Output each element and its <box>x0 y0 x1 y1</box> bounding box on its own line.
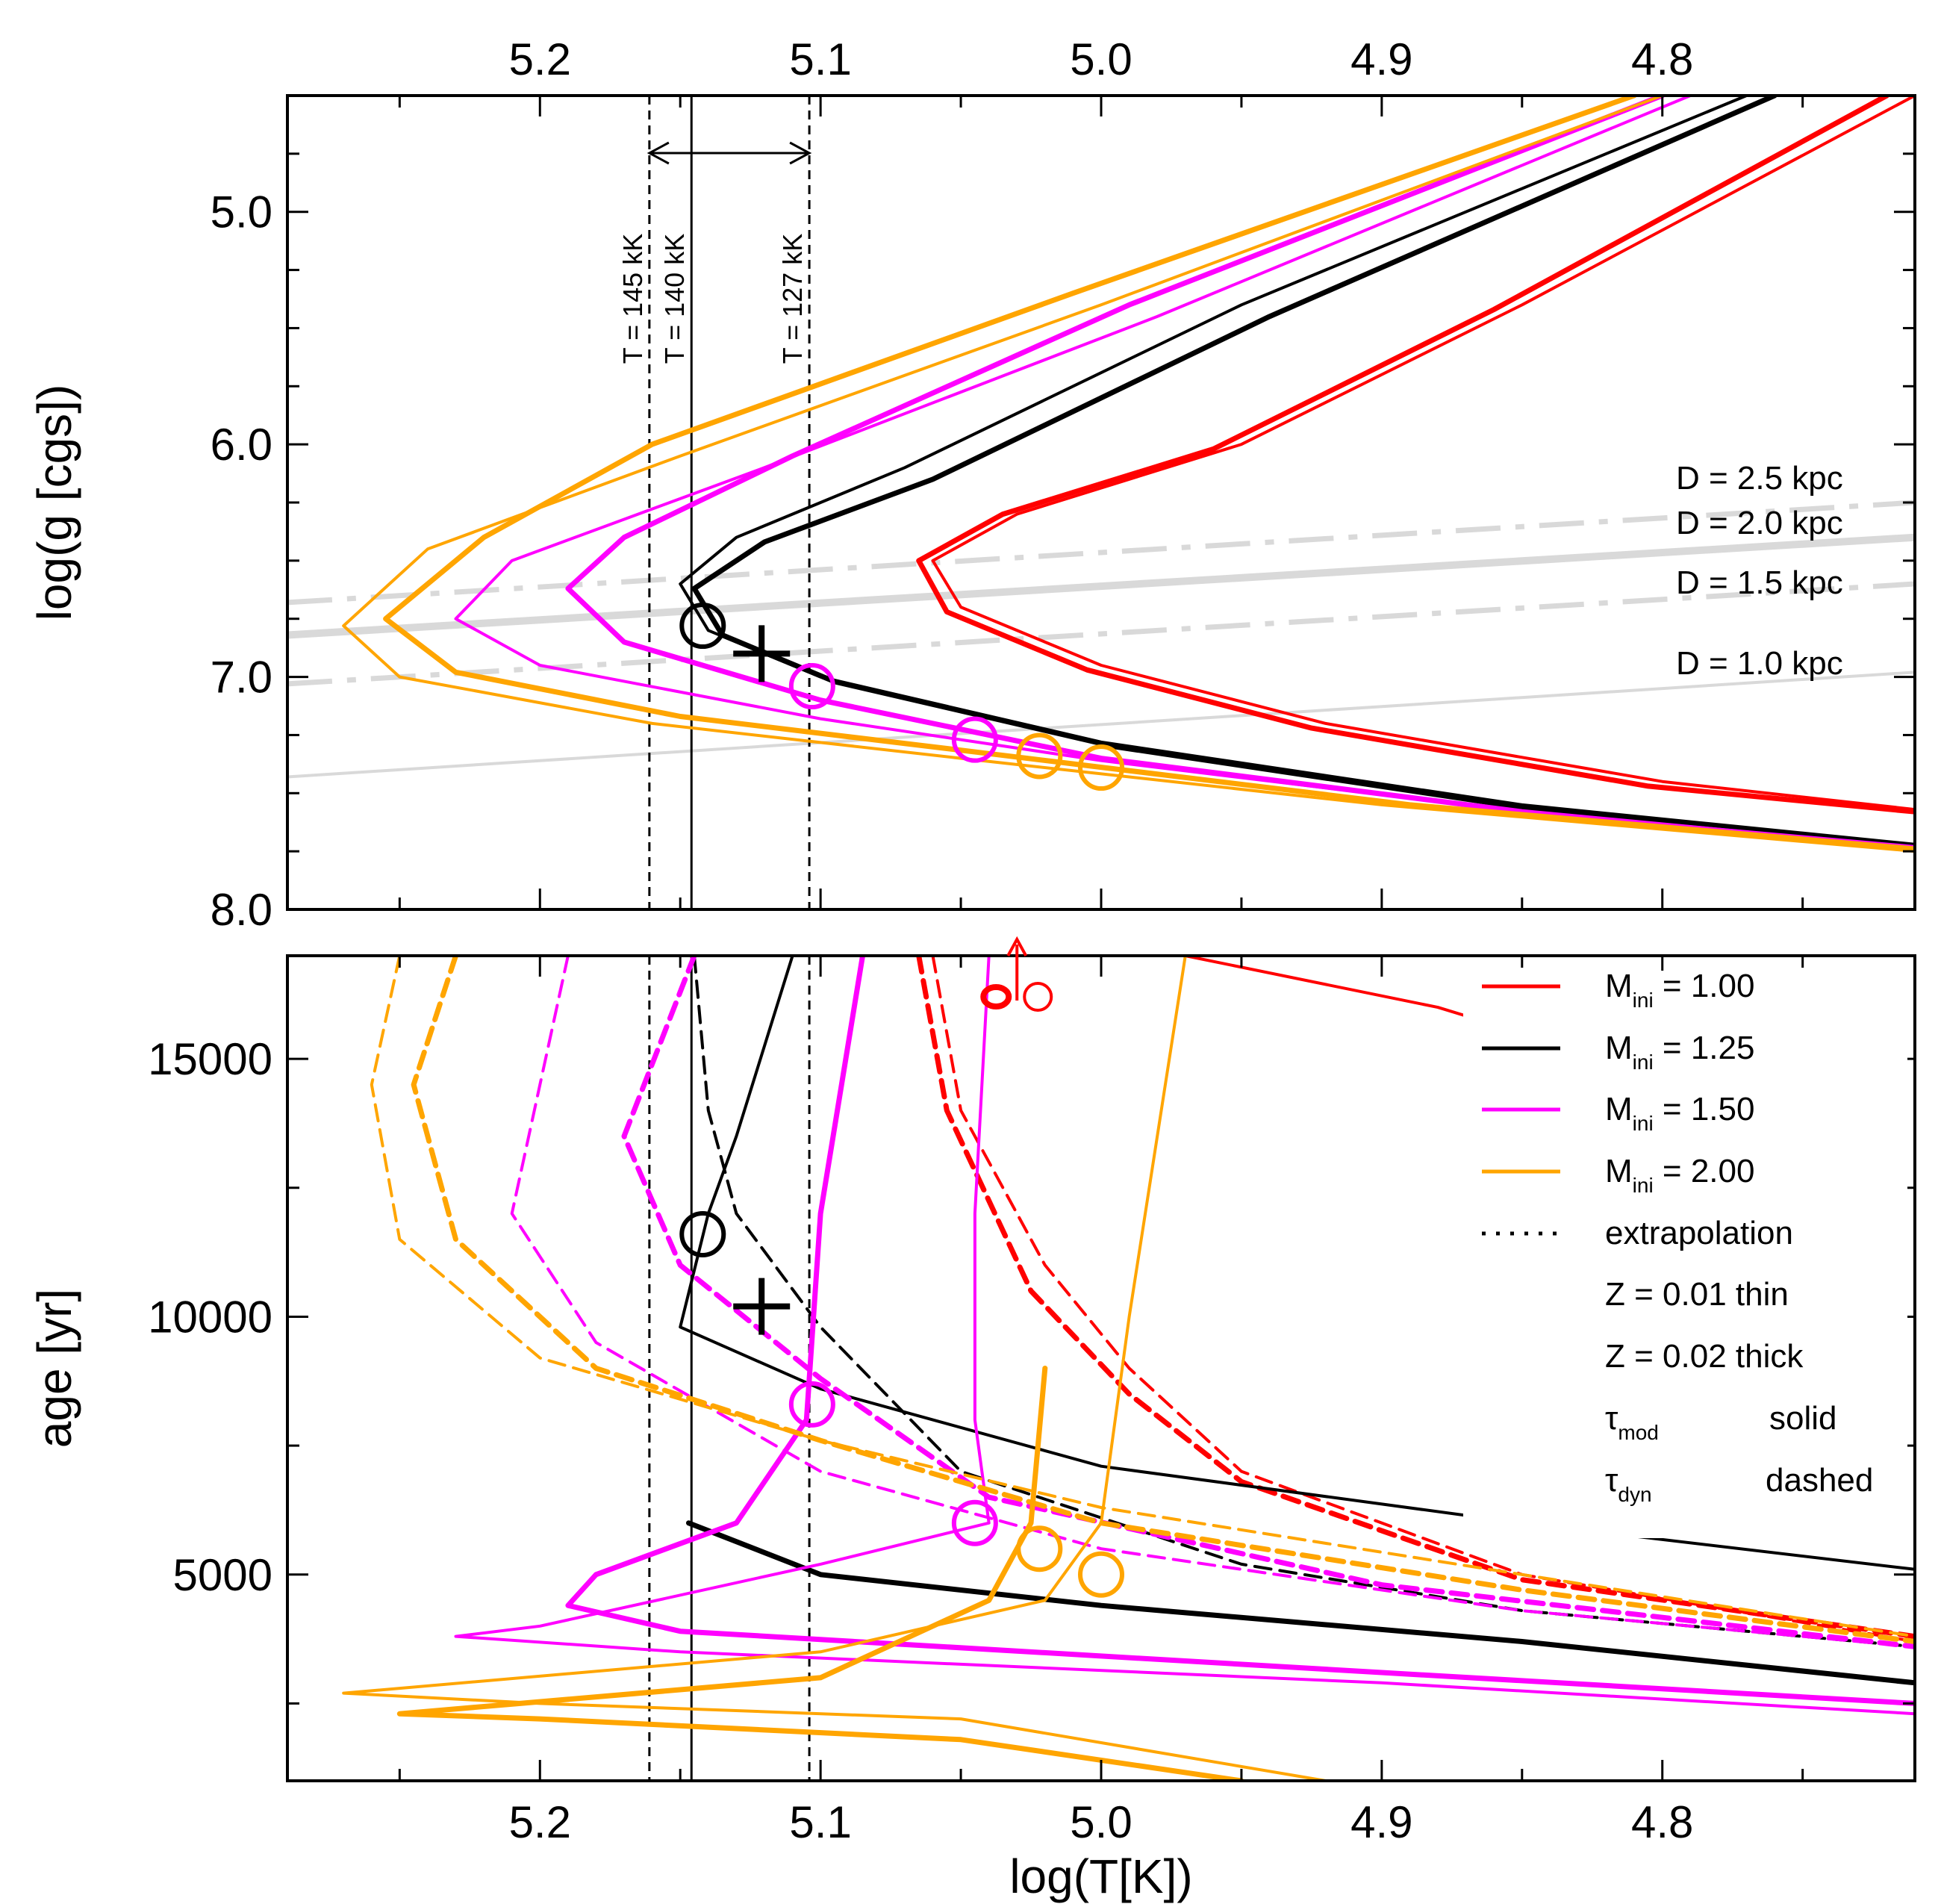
temperature-label: T = 145 kK <box>617 234 648 364</box>
distance-label: D = 2.5 kpc <box>1676 460 1843 497</box>
data-marker-circle <box>1078 1551 1124 1598</box>
offscale-marker-circle <box>980 984 1012 1009</box>
distance-label: D = 1.0 kpc <box>1676 645 1843 682</box>
plot-area <box>342 956 1915 1781</box>
y-tick-label: 8.0 <box>211 885 272 935</box>
temperature-label: T = 140 kK <box>659 234 690 364</box>
y-tick-label: 7.0 <box>211 653 272 703</box>
legend-label: Mini = 2.00 <box>1605 1153 1754 1197</box>
series-line <box>342 96 1915 853</box>
legend-label: τmod solid <box>1605 1400 1837 1444</box>
series-line <box>370 956 1915 1638</box>
data-marker-circle <box>679 603 726 650</box>
bottom-panel: 5.2 5.1 5.0 4.9 4.8 5000 10000 15000 age [yr] log… <box>28 936 1916 1903</box>
legend: Mini = 1.00 Mini = 1.25 Mini = 1.50 Mini = … <box>1463 968 1907 1538</box>
plot-area <box>287 96 1915 909</box>
series-line <box>565 96 1915 852</box>
x-tick-label-top: 4.8 <box>1631 34 1693 84</box>
temperature-label: T = 127 kK <box>777 234 808 364</box>
legend-label: Mini = 1.00 <box>1605 968 1754 1012</box>
legend-label: Z = 0.01 thin <box>1605 1276 1789 1313</box>
data-marker-circle <box>951 1499 998 1546</box>
x-axis-label: log(T[K]) <box>1009 1849 1192 1903</box>
series-line <box>383 96 1915 852</box>
legend-label: τdyn dashed <box>1605 1462 1873 1506</box>
distance-label: D = 1.5 kpc <box>1676 564 1843 601</box>
offscale-arrow-head <box>1006 936 1027 956</box>
data-marker-circle <box>951 716 998 763</box>
data-marker-circle <box>788 1381 835 1428</box>
x-tick-label: 5.2 <box>509 1797 571 1847</box>
y-tick-label: 5.0 <box>211 187 272 237</box>
x-tick-label: 5.0 <box>1070 1797 1132 1847</box>
range-arrow-head <box>789 141 812 165</box>
legend-label: extrapolation <box>1605 1215 1793 1251</box>
legend-label: Mini = 1.50 <box>1605 1091 1754 1135</box>
series-line <box>454 956 1915 1716</box>
legend-label: Mini = 1.25 <box>1605 1030 1754 1074</box>
series-line <box>916 96 1915 815</box>
distance-line <box>287 581 1915 687</box>
data-marker-circle <box>1016 732 1063 780</box>
x-tick-label-top: 5.0 <box>1070 34 1132 84</box>
series-line <box>686 1520 1915 1686</box>
y-axis-label: age [yr] <box>28 1289 81 1448</box>
series-line <box>931 96 1915 812</box>
y-tick-label: 5000 <box>173 1550 272 1600</box>
series-line <box>621 956 1915 1649</box>
series-line <box>691 96 1915 850</box>
data-marker-circle <box>1016 1525 1063 1572</box>
data-marker-circle <box>788 663 835 710</box>
x-tick-label-top: 5.1 <box>789 34 851 84</box>
series-line <box>679 956 1915 1571</box>
series-line <box>565 956 1915 1706</box>
top-panel: 5.2 5.1 5.0 4.9 4.8 5.0 6.0 7.0 8.0 log(g [cgs]) T… <box>28 34 1916 935</box>
distance-label: D = 2.0 kpc <box>1676 505 1843 541</box>
legend-box <box>1463 971 1907 1538</box>
legend-label: Z = 0.02 thick <box>1605 1338 1804 1375</box>
distance-line <box>287 533 1915 639</box>
distance-line <box>287 671 1915 779</box>
x-tick-label: 4.9 <box>1350 1797 1412 1847</box>
series-line <box>916 956 1915 1640</box>
range-arrow-head <box>647 141 670 165</box>
y-tick-label: 10000 <box>148 1292 272 1342</box>
x-tick-label: 5.1 <box>789 1797 851 1847</box>
data-marker-circle <box>1078 744 1124 791</box>
x-tick-label: 4.8 <box>1631 1797 1693 1847</box>
x-tick-label-top: 5.2 <box>509 34 571 84</box>
y-axis-label: log(g [cgs]) <box>28 385 81 621</box>
series-line <box>342 956 1327 1781</box>
x-tick-label-top: 4.9 <box>1350 34 1412 84</box>
y-tick-label: 15000 <box>148 1034 272 1084</box>
series-line <box>510 956 1915 1649</box>
distance-line <box>287 500 1915 606</box>
data-marker-circle <box>679 1210 726 1257</box>
offscale-marker-circle <box>1023 982 1053 1012</box>
series-line <box>411 956 1915 1644</box>
y-tick-label: 6.0 <box>211 420 272 470</box>
